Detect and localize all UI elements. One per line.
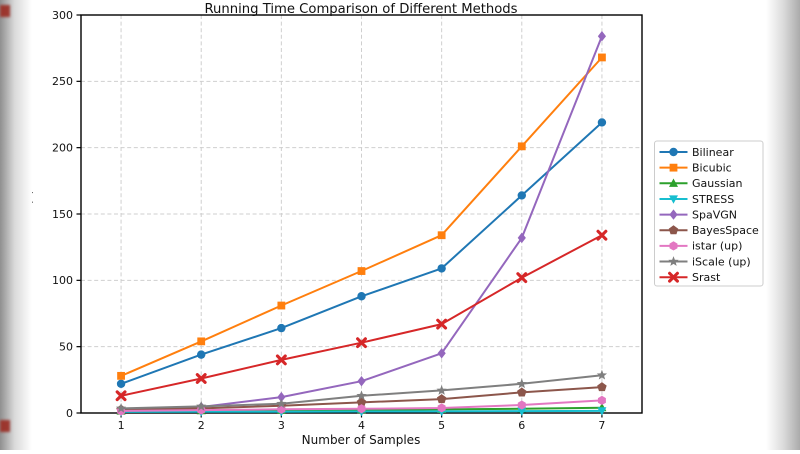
series-marker-Bicubic [357,267,366,275]
series-marker-SpaVGN [277,391,286,403]
series-marker-BayesSpace [517,387,527,397]
x-tick-label: 6 [518,419,525,432]
grid-layer [81,14,642,414]
edge-artifact-bottom [0,420,10,432]
series-marker-Bilinear [277,323,286,333]
edge-artifact-top [0,5,10,17]
legend-label: Gaussian [692,177,742,190]
series-marker-Bilinear [197,350,206,359]
legend-marker-x [668,271,679,283]
legend-entry: Gaussian [659,177,742,190]
y-tick-label: 250 [52,75,73,88]
series-marker-Bicubic [517,142,526,151]
chart-title: Running Time Comparison of Different Met… [204,2,517,17]
series-marker-iScale-up- [276,398,287,409]
series-marker-iScale-up- [516,378,527,389]
legend-label: iScale (up) [692,255,751,268]
legend-label: Bilinear [692,146,734,159]
series-marker-iScale-up- [196,400,207,411]
series-marker-Bilinear [116,379,126,389]
series-marker-Bilinear [437,264,446,273]
legend-entry: istar (up) [659,240,742,253]
legend-label: Bicubic [692,161,732,174]
series-marker-Bicubic [117,371,125,380]
y-axis-label: Time (s) [20,190,34,240]
series-marker-SpaVGN [597,31,607,42]
x-axis-label: Number of Samples [302,433,421,447]
series-marker-istar-up- [517,400,526,410]
legend-marker-diamond [669,209,678,220]
y-tick-label: 200 [52,141,73,154]
series-marker-istar-up- [357,404,366,414]
x-tick-label: 1 [118,419,125,432]
legend-entry: Srast [659,271,721,284]
legend-label: SpaVGN [692,208,737,221]
series-marker-Srast [195,373,207,384]
series-marker-Bicubic [197,337,206,346]
y-tick-label: 100 [52,274,73,287]
y-tick-label: 150 [52,208,73,221]
legend-entry: iScale (up) [659,255,751,268]
legend-label: BayesSpace [692,224,759,237]
series-marker-STRESS [597,407,607,416]
legend-marker-triangle-up [669,178,678,187]
series-marker-SpaVGN [437,348,446,359]
x-tick-label: 4 [358,419,365,432]
y-tick-label: 0 [66,407,73,420]
series-marker-istar-up- [597,395,606,405]
legend-entry: STRESS [659,193,734,206]
series-marker-BayesSpace [356,397,367,407]
series-marker-Bicubic [437,231,446,240]
x-tick-label: 2 [198,419,205,432]
series-marker-istar-up- [437,403,446,413]
series-marker-Bilinear [597,118,607,127]
legend-entry: SpaVGN [659,208,737,221]
series-marker-Srast [596,229,608,241]
series-marker-Bicubic [277,301,286,310]
legend-label: STRESS [692,193,734,206]
y-tick-label: 50 [59,340,73,353]
legend-box [654,140,764,287]
series-layer [115,31,608,417]
legend-marker-square [669,163,678,172]
series-marker-Srast [436,318,448,330]
series-marker-iScale-up- [436,385,447,395]
series-marker-BayesSpace [436,394,447,404]
series-marker-iScale-up- [596,369,608,380]
series-marker-SpaVGN [517,232,526,244]
x-tick-label: 3 [278,419,285,432]
legend-marker-star [668,256,679,266]
series-marker-Srast [516,272,528,284]
legend-marker-pentagon [668,225,679,235]
series-marker-iScale-up- [115,402,127,413]
x-tick-label: 5 [438,419,445,432]
legend-entry: Bilinear [659,146,734,159]
legend-entry: Bicubic [659,161,732,174]
series-marker-iScale-up- [356,390,367,401]
series-marker-STRESS [517,407,527,416]
legend: Bilinear Bicubic Gaussian STRESS SpaVGN Bayes… [654,140,764,287]
series-marker-Srast [275,354,287,366]
legend-marker-circle [669,147,678,157]
legend-entry: BayesSpace [659,224,759,237]
series-marker-SpaVGN [357,375,366,387]
y-tick-label: 300 [52,9,73,22]
series-marker-Srast [356,337,367,349]
legend-label: Srast [692,271,721,284]
series-marker-BayesSpace [597,382,607,392]
axis-ticks: 0 50 100 150 200 250 300 1 2 3 4 5 6 7 [52,9,605,432]
series-marker-Bilinear [517,191,526,200]
legend-label: istar (up) [692,240,742,253]
series-marker-Bilinear [357,292,366,301]
legend-marker-triangle-down [669,195,678,204]
x-tick-label: 7 [598,419,605,432]
series-marker-Srast [115,390,127,402]
series-marker-Bicubic [598,53,606,62]
legend-marker-hexagon [669,241,678,251]
